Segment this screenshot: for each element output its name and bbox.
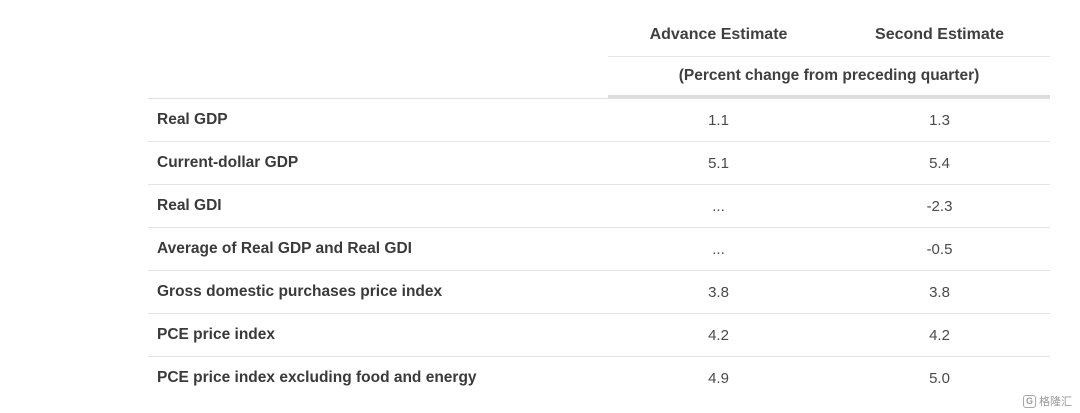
table-row: Gross domestic purchases price index 3.8…: [148, 271, 1050, 314]
advance-value: 4.2: [708, 326, 729, 344]
g-logo-icon: G: [1023, 394, 1036, 408]
second-value: 4.2: [929, 326, 950, 344]
advance-value: 1.1: [708, 111, 729, 129]
row-label: Current-dollar GDP: [157, 154, 299, 171]
row-label: PCE price index: [157, 326, 276, 343]
second-value: -0.5: [926, 240, 953, 258]
table-row: Current-dollar GDP 5.1 5.4: [148, 142, 1050, 185]
subheader-spacer: [148, 56, 608, 98]
advance-value: 5.1: [708, 154, 729, 172]
row-label: Real GDP: [157, 111, 228, 128]
advance-value: 3.8: [708, 283, 729, 301]
table-row: Real GDI ... -2.3: [148, 185, 1050, 228]
subheader-units: (Percent change from preceding quarter): [608, 56, 1050, 98]
second-value: 5.4: [929, 154, 950, 172]
second-value: -2.3: [926, 197, 953, 215]
advance-value: 4.9: [708, 369, 729, 387]
column-header-advance: Advance Estimate: [649, 26, 788, 43]
second-value: 1.3: [929, 111, 950, 129]
column-header-second: Second Estimate: [875, 26, 1004, 43]
watermark-text: 格隆汇: [1039, 396, 1072, 408]
row-label: Average of Real GDP and Real GDI: [157, 240, 412, 257]
second-value: 3.8: [929, 283, 950, 301]
table-row: Average of Real GDP and Real GDI ... -0.…: [148, 228, 1050, 271]
table-row: Real GDP 1.1 1.3: [148, 99, 1050, 142]
row-label: Gross domestic purchases price index: [157, 283, 443, 300]
table-row: PCE price index 4.2 4.2: [148, 314, 1050, 357]
row-label: Real GDI: [157, 197, 222, 214]
column-header-row: Advance Estimate Second Estimate: [148, 14, 1050, 56]
row-label: PCE price index excluding food and energ…: [157, 369, 477, 386]
subheader-row: (Percent change from preceding quarter): [148, 56, 1050, 99]
advance-value: ...: [712, 240, 725, 258]
watermark: G 格隆汇: [1023, 393, 1072, 409]
table-row: PCE price index excluding food and energ…: [148, 357, 1050, 399]
gdp-estimates-table: Advance Estimate Second Estimate (Percen…: [148, 14, 1050, 399]
advance-value: ...: [712, 197, 725, 215]
second-value: 5.0: [929, 369, 950, 387]
